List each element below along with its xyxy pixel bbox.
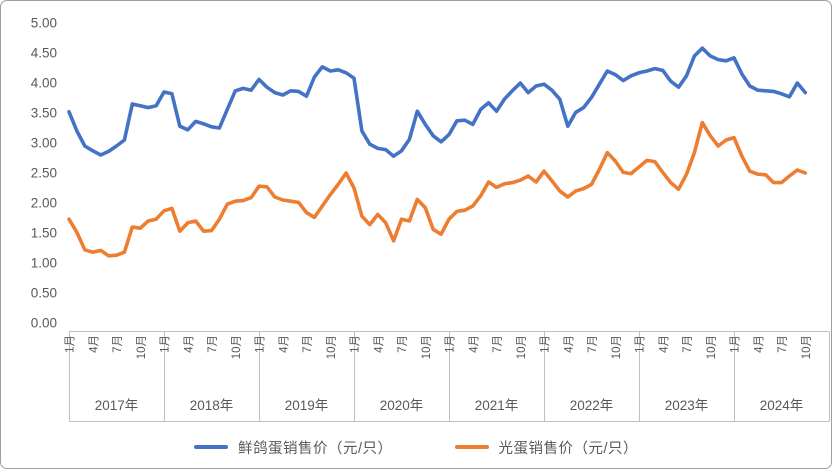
month-tick-label: 4月 — [658, 335, 670, 353]
y-tick-label: 3.50 — [31, 106, 57, 121]
month-tick-label: 7月 — [112, 335, 124, 353]
y-tick-label: 2.00 — [31, 196, 57, 211]
y-tick-label: 5.00 — [31, 16, 57, 31]
y-tick-label: 0.50 — [31, 286, 57, 301]
y-tick-label: 0.00 — [31, 316, 57, 331]
month-tick-label: 10月 — [326, 335, 338, 359]
series-line-shell-egg-price — [67, 120, 808, 258]
month-tick-label: 10月 — [231, 335, 243, 359]
month-tick-label: 7月 — [682, 335, 694, 353]
year-label: 2024年 — [760, 398, 804, 413]
month-tick-label: 10月 — [801, 335, 813, 359]
y-tick-label: 1.00 — [31, 256, 57, 271]
month-tick-labels: 1月 4月 7月 10月 1月 4月 7月 10月 1月 4月 7月 10月 1月 4月 7月 10月 1月 4月… — [65, 335, 813, 359]
month-tick-label: 10月 — [611, 335, 623, 359]
month-tick-label: 10月 — [706, 335, 718, 359]
year-label: 2017年 — [95, 398, 139, 413]
legend-line-swatch-orange — [454, 444, 489, 450]
month-tick-label: 4月 — [88, 335, 100, 353]
chart-legend: 鲜鸽蛋销售价（元/只） 光蛋销售价（元/只） — [1, 434, 831, 460]
legend-item-fresh-pigeon-egg: 鲜鸽蛋销售价（元/只） — [193, 437, 393, 458]
month-tick-label: 1月 — [65, 335, 77, 353]
month-tick-label: 7月 — [397, 335, 409, 353]
year-label: 2021年 — [475, 398, 519, 413]
axis-lines — [69, 331, 830, 422]
y-axis-labels: 0.00 0.50 1.00 1.50 2.00 2.50 3.00 3.50 4.00 4.50… — [31, 16, 57, 331]
month-tick-label: 4月 — [183, 335, 195, 353]
year-label: 2020年 — [380, 398, 424, 413]
y-tick-label: 4.00 — [31, 76, 57, 91]
month-tick-label: 7月 — [492, 335, 504, 353]
month-tick-label: 7月 — [302, 335, 314, 353]
legend-label-fresh-pigeon-egg: 鲜鸽蛋销售价（元/只） — [237, 440, 393, 457]
legend-item-shell-egg: 光蛋销售价（元/只） — [454, 437, 639, 458]
year-label: 2022年 — [570, 398, 614, 413]
month-tick-label: 4月 — [468, 335, 480, 353]
year-label: 2019年 — [285, 398, 329, 413]
year-labels: 2017年 2018年 2019年 2020年 2021年 2022年 2023年 2024年 — [95, 398, 804, 413]
month-tick-label: 10月 — [421, 335, 433, 359]
year-label: 2018年 — [190, 398, 234, 413]
month-tick-label: 10月 — [516, 335, 528, 359]
month-tick-label: 1月 — [255, 335, 267, 353]
y-tick-label: 1.50 — [31, 226, 57, 241]
y-tick-label: 4.50 — [31, 46, 57, 61]
month-tick-label: 4月 — [373, 335, 385, 353]
month-tick-label: 7月 — [587, 335, 599, 353]
legend-line-swatch-blue — [193, 444, 228, 450]
legend-label-shell-egg: 光蛋销售价（元/只） — [498, 440, 639, 457]
month-tick-label: 1月 — [540, 335, 552, 353]
month-tick-label: 1月 — [445, 335, 457, 353]
month-tick-label: 4月 — [278, 335, 290, 353]
month-tick-label: 4月 — [563, 335, 575, 353]
month-tick-label: 1月 — [160, 335, 172, 353]
month-tick-label: 7月 — [207, 335, 219, 353]
year-label: 2023年 — [665, 398, 709, 413]
y-tick-label: 3.00 — [31, 136, 57, 151]
month-tick-label: 1月 — [350, 335, 362, 353]
month-tick-label: 7月 — [777, 335, 789, 353]
month-tick-label: 1月 — [730, 335, 742, 353]
month-tick-label: 4月 — [753, 335, 765, 353]
series-line-fresh-pigeon-egg-price — [67, 46, 808, 158]
y-tick-label: 2.50 — [31, 166, 57, 181]
month-tick-label: 10月 — [136, 335, 148, 359]
month-tick-label: 1月 — [635, 335, 647, 353]
